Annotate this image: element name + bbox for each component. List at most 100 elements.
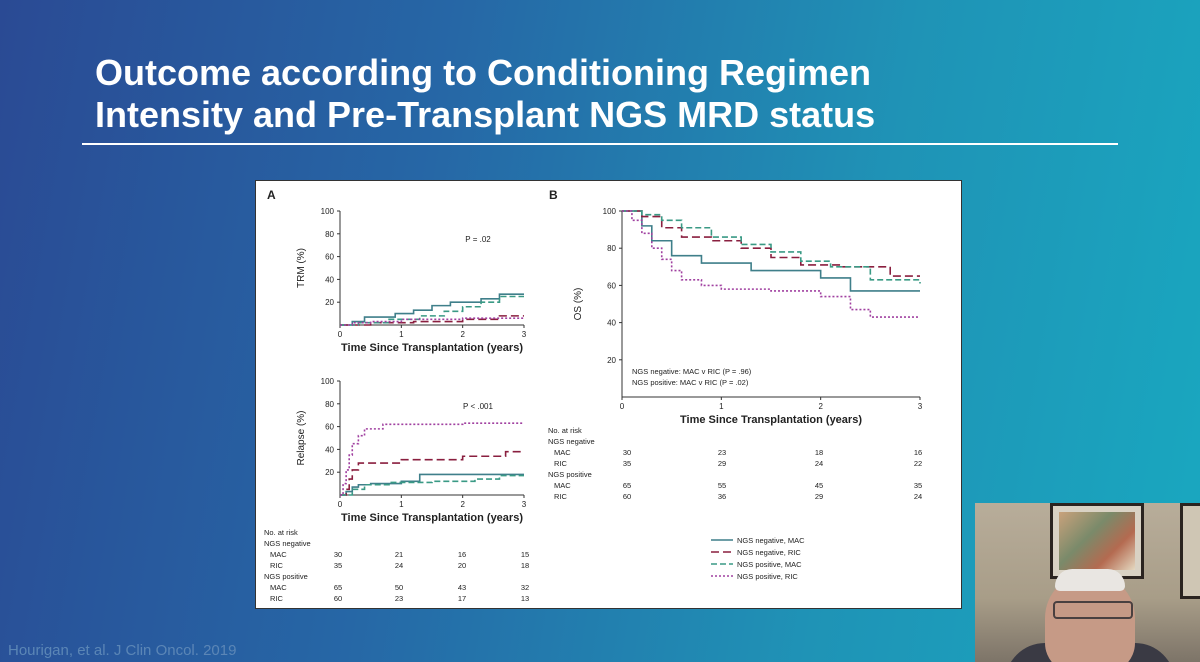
risk-count: 35: [914, 481, 922, 490]
y-tick-label: 20: [325, 298, 334, 307]
risk-count: 55: [718, 481, 726, 490]
risk-count: 32: [521, 583, 529, 592]
webcam-video: [975, 503, 1200, 662]
series-ngs-pos-mac-line: [340, 474, 524, 496]
x-tick-label: 0: [620, 402, 625, 411]
risk-count: 29: [815, 492, 823, 501]
risk-count: 22: [914, 459, 922, 468]
x-tick-label: 3: [522, 500, 527, 509]
comparison-note: NGS positive: MAC v RIC (P = .02): [632, 378, 749, 387]
x-tick-label: 0: [338, 330, 343, 339]
series-ngs-neg-ric-line: [340, 450, 524, 496]
risk-count: 60: [623, 492, 631, 501]
risk-row-label: MAC: [270, 583, 287, 592]
risk-count: 24: [815, 459, 823, 468]
x-tick-label: 2: [460, 500, 465, 509]
risk-count: 65: [623, 481, 631, 490]
y-tick-label: 80: [325, 230, 334, 239]
risk-count: 43: [458, 583, 466, 592]
risk-row-label: NGS positive: [548, 470, 592, 479]
p-value-annotation: P = .02: [465, 235, 491, 244]
legend-label: NGS negative, MAC: [737, 536, 805, 545]
risk-count: 16: [458, 550, 466, 559]
y-tick-label: 40: [325, 445, 334, 454]
risk-count: 20: [458, 561, 466, 570]
y-tick-label: 20: [325, 468, 334, 477]
risk-row-label: NGS negative: [548, 437, 595, 446]
y-tick-label: 60: [325, 423, 334, 432]
risk-count: 24: [395, 561, 403, 570]
risk-count: 50: [395, 583, 403, 592]
risk-count: 35: [623, 459, 631, 468]
risk-count: 18: [815, 448, 823, 457]
series-ngs-neg-ric-line: [340, 315, 524, 326]
series-ngs-pos-mac-line: [622, 210, 921, 284]
risk-count: 24: [914, 492, 922, 501]
x-tick-label: 3: [918, 402, 923, 411]
speaker-glasses: [1053, 601, 1133, 619]
figure-panel: A B 20 40 60 80 100 0 1 2 3 Time Since Transplantat…: [255, 180, 962, 609]
slide-title: Outcome according to Conditioning Regime…: [95, 52, 876, 135]
y-tick-label: 40: [607, 319, 616, 328]
series-ngs-pos-ric-line: [340, 422, 524, 496]
wall-picture: [1050, 503, 1144, 579]
series-ngs-neg-mac-line: [622, 210, 920, 292]
series-ngs-neg-mac-line: [340, 473, 524, 496]
risk-count: 23: [395, 594, 403, 603]
risk-count: 18: [521, 561, 529, 570]
risk-count: 13: [521, 594, 529, 603]
panel-label-b: B: [549, 188, 558, 202]
y-tick-label: 20: [607, 356, 616, 365]
risk-table-title-a: No. at risk: [264, 528, 298, 537]
y-tick-label: 60: [325, 253, 334, 262]
p-value-annotation: P < .001: [463, 402, 493, 411]
series-ngs-neg-mac-line: [340, 293, 524, 326]
wall-picture-edge: [1180, 503, 1200, 599]
risk-row-label: RIC: [270, 594, 284, 603]
risk-row-label: MAC: [554, 448, 571, 457]
citation: Hourigan, et al. J Clin Oncol. 2019: [8, 642, 237, 659]
x-tick-label: 3: [522, 330, 527, 339]
y-tick-label: 40: [325, 275, 334, 284]
risk-row-label: RIC: [554, 459, 568, 468]
risk-count: 30: [334, 550, 342, 559]
x-tick-label: 1: [719, 402, 724, 411]
risk-count: 15: [521, 550, 529, 559]
risk-count: 16: [914, 448, 922, 457]
risk-count: 17: [458, 594, 466, 603]
x-tick-label: 2: [818, 402, 823, 411]
risk-row-label: MAC: [270, 550, 287, 559]
x-axis-label: Time Since Transplantation (years): [341, 342, 523, 354]
risk-count: 45: [815, 481, 823, 490]
risk-row-label: NGS negative: [264, 539, 311, 548]
y-tick-label: 100: [321, 207, 335, 216]
panel-label-a: A: [267, 188, 276, 202]
risk-count: 29: [718, 459, 726, 468]
series-ngs-pos-mac-line: [340, 295, 524, 326]
x-tick-label: 1: [399, 500, 404, 509]
risk-count: 65: [334, 583, 342, 592]
risk-count: 60: [334, 594, 342, 603]
risk-row-label: NGS positive: [264, 572, 308, 581]
x-axis-label: Time Since Transplantation (years): [341, 512, 523, 524]
legend-label: NGS positive, MAC: [737, 560, 802, 569]
y-axis-label: OS (%): [573, 288, 584, 321]
y-tick-label: 80: [325, 400, 334, 409]
speaker-hair: [1055, 569, 1125, 591]
risk-row-label: MAC: [554, 481, 571, 490]
risk-row-label: RIC: [554, 492, 568, 501]
legend-label: NGS negative, RIC: [737, 548, 801, 557]
series-ngs-pos-ric-line: [622, 210, 920, 318]
comparison-note: NGS negative: MAC v RIC (P = .96): [632, 367, 752, 376]
x-tick-label: 2: [460, 330, 465, 339]
y-tick-label: 60: [607, 281, 616, 290]
y-tick-label: 100: [603, 207, 617, 216]
risk-count: 35: [334, 561, 342, 570]
title-divider: [82, 143, 1118, 145]
x-tick-label: 1: [399, 330, 404, 339]
x-axis-label: Time Since Transplantation (years): [680, 414, 862, 426]
x-tick-label: 0: [338, 500, 343, 509]
y-tick-label: 100: [321, 377, 335, 386]
y-axis-label: Relapse (%): [296, 410, 307, 465]
